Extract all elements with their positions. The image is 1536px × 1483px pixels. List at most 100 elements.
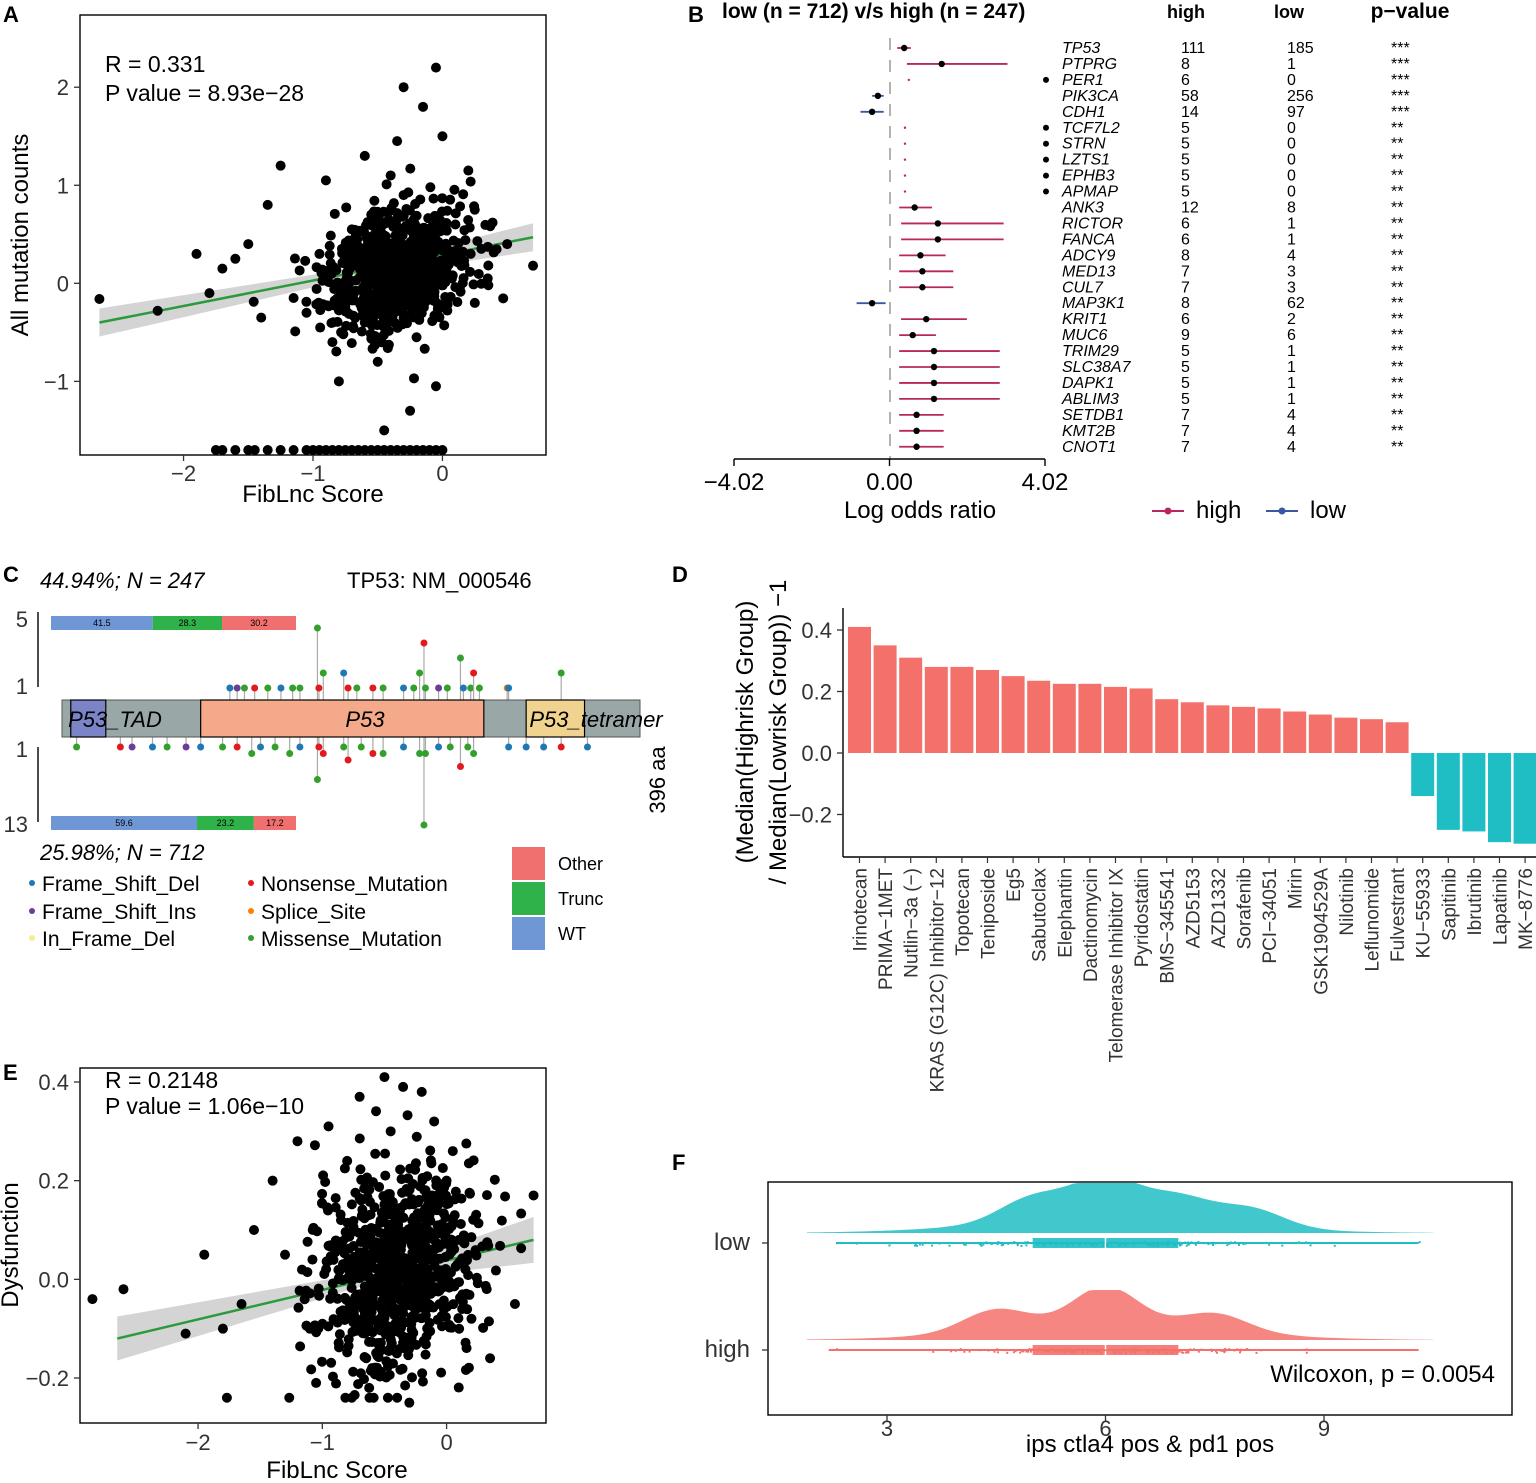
scatter-point xyxy=(409,1235,420,1246)
low-count: 0 xyxy=(1287,152,1296,169)
jitter-point-high xyxy=(1060,1349,1063,1352)
scatter-point xyxy=(288,293,299,304)
scatter-point xyxy=(346,1283,357,1294)
scatter-point xyxy=(425,1300,436,1311)
scatter-point xyxy=(337,248,348,259)
scatter-point xyxy=(463,1249,474,1260)
odds-ratio-point xyxy=(903,142,907,145)
jitter-point-low xyxy=(1172,1244,1175,1247)
scatter-point xyxy=(354,298,365,309)
bar xyxy=(1436,753,1460,830)
jitter-point-high xyxy=(978,1349,981,1352)
jitter-point-low xyxy=(918,1243,921,1246)
scatter-point xyxy=(398,280,409,291)
panel-f-wilcoxon: Wilcoxon, p = 0.0054 xyxy=(1270,1361,1495,1388)
scatter-point xyxy=(473,1218,484,1229)
scatter-point xyxy=(426,1158,437,1169)
scatter-point xyxy=(428,295,439,306)
gene-label: FANCA xyxy=(1062,231,1115,248)
scatter-point xyxy=(385,1280,396,1291)
panel-d-ticks: −0.2 0.0 0.2 0.4 xyxy=(789,618,843,828)
scatter-point xyxy=(311,1377,322,1388)
protein-domain xyxy=(200,699,485,738)
jitter-point-low xyxy=(1119,1244,1122,1247)
panel-label-d: D xyxy=(672,562,688,587)
scatter-point xyxy=(323,1321,334,1332)
jitter-point-low xyxy=(1125,1244,1128,1247)
scatter-point xyxy=(416,1086,427,1097)
high-count: 5 xyxy=(1181,359,1190,376)
odds-ratio-point xyxy=(874,92,882,100)
jitter-point-low xyxy=(1020,1244,1023,1247)
group-label-low: low xyxy=(714,1229,751,1256)
y-tick-label: 0.2 xyxy=(801,680,832,705)
panel-b-title: low (n = 712) v/s high (n = 247) xyxy=(722,0,1025,23)
scatter-point xyxy=(364,1184,375,1195)
jitter-point-high xyxy=(1134,1351,1137,1354)
lollipop-head xyxy=(446,743,454,751)
bar xyxy=(1462,753,1486,832)
category-label: AZD1332 xyxy=(1209,868,1230,948)
jitter-point-high xyxy=(1245,1348,1248,1351)
scatter-point xyxy=(379,425,390,436)
scatter-point xyxy=(489,1174,500,1185)
odds-ratio-point xyxy=(930,347,938,355)
scatter-point xyxy=(367,343,378,354)
jitter-point-high xyxy=(1123,1348,1126,1351)
legend-type-label: Missense_Mutation xyxy=(261,928,442,951)
scatter-point xyxy=(322,1205,333,1216)
panel-f: F low high 3 6 9 Wilcoxon, p = 0.0054 ips c… xyxy=(672,1150,1513,1458)
scatter-point xyxy=(327,337,338,348)
jitter-point-low xyxy=(1214,1242,1217,1245)
gene-label: APMAP xyxy=(1061,184,1118,201)
scatter-point xyxy=(381,1372,392,1383)
scatter-point xyxy=(393,256,404,267)
scatter-point xyxy=(395,1234,406,1245)
class-bar-segment xyxy=(51,616,153,630)
scatter-point xyxy=(396,1174,407,1185)
jitter-point-low xyxy=(1125,1242,1128,1245)
jitter-point-low xyxy=(1207,1243,1210,1246)
lollipop-head xyxy=(369,750,377,757)
scatter-point xyxy=(336,327,347,338)
jitter-point-low xyxy=(1123,1244,1126,1247)
scatter-point xyxy=(397,319,408,330)
lollipop-head xyxy=(456,763,464,770)
jitter-point-high xyxy=(1146,1350,1149,1353)
lollipop-head xyxy=(357,743,365,751)
bar xyxy=(873,645,897,753)
scatter-point xyxy=(440,219,451,230)
jitter-point-high xyxy=(1224,1348,1227,1351)
lollipop-head xyxy=(340,669,348,677)
lollipop-head xyxy=(475,684,483,692)
panel-a-ticks: −2 −1 0 −1 0 1 2 xyxy=(44,75,449,486)
jitter-point-high xyxy=(1189,1348,1192,1351)
scatter-point xyxy=(380,283,391,294)
scatter-point xyxy=(370,1148,381,1159)
scatter-point xyxy=(385,297,396,308)
jitter-point-low xyxy=(1072,1242,1075,1245)
density-low xyxy=(806,1183,1434,1233)
jitter-point-low xyxy=(1157,1243,1160,1246)
jitter-point-low xyxy=(1036,1243,1039,1246)
jitter-point-low xyxy=(1078,1244,1081,1247)
bar xyxy=(1308,714,1332,753)
jitter-point-low xyxy=(855,1242,858,1245)
jitter-point-high xyxy=(1033,1349,1036,1352)
scatter-point xyxy=(353,1379,364,1390)
class-bar-segment xyxy=(222,616,296,630)
lollipop-head xyxy=(289,684,297,692)
jitter-point-low xyxy=(1187,1243,1190,1246)
jitter-point-low xyxy=(1110,1241,1113,1244)
panel-c-bottom-tick-max: 13 xyxy=(4,812,28,837)
lollipop-head xyxy=(315,684,323,692)
scatter-point xyxy=(294,265,305,276)
lollipop-head xyxy=(148,743,156,751)
high-count: 5 xyxy=(1181,152,1190,169)
p-value-stars: ** xyxy=(1391,439,1403,456)
scatter-point xyxy=(94,294,105,305)
jitter-point-low xyxy=(1061,1243,1064,1246)
scatter-point xyxy=(437,193,448,204)
p-value-stars: *** xyxy=(1391,88,1410,105)
